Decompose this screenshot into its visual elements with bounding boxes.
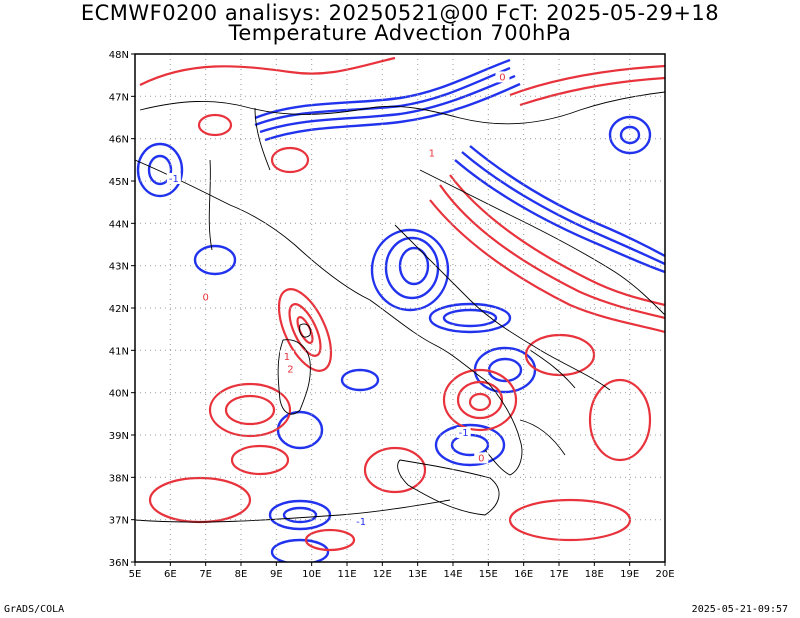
lat-tick-label: 36N	[109, 558, 129, 569]
lat-tick-label: 42N	[109, 304, 129, 315]
lon-tick-label: 8E	[235, 569, 248, 580]
lon-tick-label: 11E	[337, 569, 356, 580]
lon-tick-label: 19E	[620, 569, 639, 580]
lat-tick-label: 41N	[109, 346, 129, 357]
negative-contours	[136, 58, 665, 562]
contour-label: -1	[459, 428, 469, 439]
contour-label: -1	[356, 517, 366, 528]
contour-label-bg	[474, 452, 489, 464]
contour-label: -1	[169, 174, 179, 185]
contour-label: 0	[499, 72, 505, 83]
lon-tick-label: 14E	[443, 569, 462, 580]
contour-label: 1	[429, 149, 435, 160]
lon-tick-label: 20E	[655, 569, 674, 580]
chart-subtitle: Temperature Advection 700hPa	[228, 21, 572, 45]
lon-tick-label: 7E	[199, 569, 212, 580]
lat-tick-label: 48N	[109, 50, 129, 61]
positive-contours	[139, 56, 665, 552]
grid-lines	[135, 54, 665, 562]
chart-title: ECMWF0200 analisys: 20250521@00 FcT: 202…	[80, 1, 720, 25]
contour-label: 0	[202, 293, 208, 304]
lat-tick-label: 46N	[109, 135, 129, 146]
coastlines	[135, 91, 665, 523]
lon-tick-label: 15E	[479, 569, 498, 580]
lat-tick-label: 43N	[109, 262, 129, 273]
contour-label-bg	[456, 427, 471, 438]
lon-tick-label: 5E	[129, 569, 142, 580]
contour-label: 0	[478, 453, 484, 464]
lat-tick-label: 47N	[109, 92, 129, 103]
contour-label: 1	[284, 352, 290, 363]
longitude-axis: 5E 6E 7E 8E 9E 10E 11E 12E 13E 14E 15E 16E 17E 18E 19E…	[129, 562, 675, 580]
lat-tick-label: 38N	[109, 473, 129, 484]
lon-tick-label: 12E	[373, 569, 392, 580]
lat-tick-label: 40N	[109, 389, 129, 400]
latitude-axis: 36N 37N 38N 39N 40N 41N 42N 43N 44N 45N 46N 47N 48N	[109, 50, 135, 569]
lat-tick-label: 44N	[109, 219, 129, 230]
lon-tick-label: 10E	[302, 569, 321, 580]
contour-label-layer: 1 2 -1 0 -1 1 0 -1 0	[166, 71, 510, 528]
contour-label-bg	[424, 147, 439, 159]
contour-label: 2	[287, 365, 293, 376]
contour-label-bg	[279, 350, 294, 362]
contour-label-bg	[198, 291, 213, 303]
lat-tick-label: 37N	[109, 516, 129, 527]
lon-tick-label: 6E	[164, 569, 177, 580]
lat-tick-label: 45N	[109, 177, 129, 188]
lon-tick-label: 9E	[270, 569, 283, 580]
lat-tick-label: 39N	[109, 431, 129, 442]
contour-label-bg	[166, 173, 181, 184]
footer-timestamp: 2025-05-21-09:57	[691, 604, 788, 615]
lon-tick-label: 13E	[408, 569, 427, 580]
lon-tick-label: 18E	[585, 569, 604, 580]
contour-label-bg	[283, 363, 298, 375]
lon-tick-label: 17E	[549, 569, 568, 580]
footer-credit: GrADS/COLA	[4, 604, 65, 615]
contour-layer	[135, 56, 665, 562]
contour-label-bg	[495, 71, 510, 83]
lon-tick-label: 16E	[514, 569, 533, 580]
contour-label-bg	[354, 515, 369, 527]
